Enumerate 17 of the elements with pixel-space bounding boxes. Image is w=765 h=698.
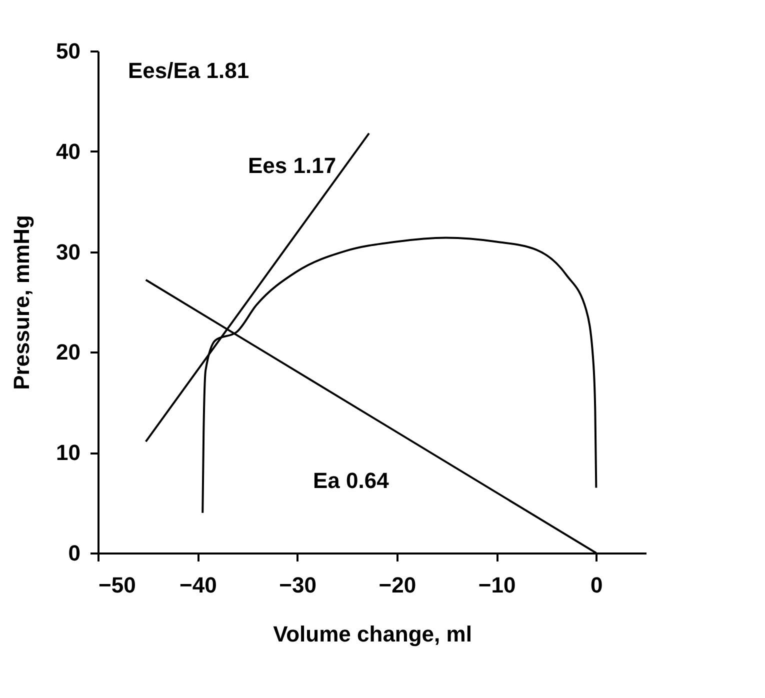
annotation: Ees 1.17 <box>248 153 336 178</box>
y-axis-title: Pressure, mmHg <box>9 215 34 390</box>
y-tick-label: 50 <box>56 38 80 64</box>
x-tick-label: −40 <box>179 572 217 598</box>
annotation: Ees/Ea 1.81 <box>128 58 250 83</box>
annotation: Ea 0.64 <box>313 468 390 493</box>
x-tick-label: −30 <box>279 572 316 598</box>
x-tick-label: −10 <box>478 572 516 598</box>
x-tick-label: 0 <box>590 572 603 598</box>
y-tick-label: 20 <box>56 340 80 365</box>
y-tick-label: 30 <box>56 239 80 264</box>
x-tick-label: −20 <box>378 572 416 598</box>
y-tick-label: 10 <box>56 440 80 466</box>
y-tick-label: 40 <box>56 138 80 164</box>
y-tick-label: 0 <box>68 540 80 566</box>
x-tick-label: −50 <box>98 572 136 598</box>
x-axis-title: Volume change, ml <box>273 622 472 646</box>
